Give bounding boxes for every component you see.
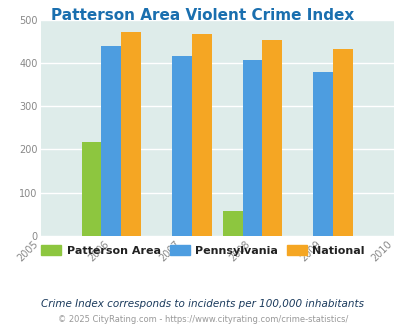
Bar	[313, 72, 332, 236]
Text: Crime Index corresponds to incidents per 100,000 inhabitants: Crime Index corresponds to incidents per…	[41, 299, 364, 309]
Bar	[222, 211, 242, 236]
Bar	[121, 32, 141, 236]
Bar	[81, 142, 101, 236]
Bar	[101, 46, 121, 236]
Bar	[242, 60, 262, 236]
Bar	[191, 34, 211, 236]
Bar	[262, 40, 281, 236]
Legend: Patterson Area, Pennsylvania, National: Patterson Area, Pennsylvania, National	[36, 241, 369, 260]
Bar	[172, 56, 191, 236]
Text: © 2025 CityRating.com - https://www.cityrating.com/crime-statistics/: © 2025 CityRating.com - https://www.city…	[58, 315, 347, 324]
Bar	[332, 49, 352, 236]
Text: Patterson Area Violent Crime Index: Patterson Area Violent Crime Index	[51, 8, 354, 23]
